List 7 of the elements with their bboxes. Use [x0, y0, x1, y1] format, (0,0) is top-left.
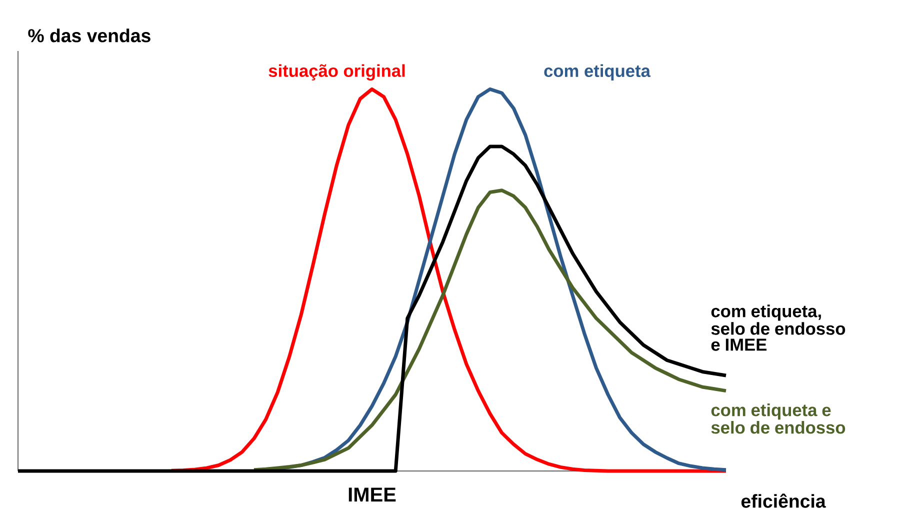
text: com etiqueta	[544, 64, 651, 80]
series-label: com etiqueta e selo de endosso	[711, 404, 846, 434]
y-axis-title: % das vendas	[28, 28, 150, 42]
series-label: com etiqueta, selo de endosso e IMEE	[711, 304, 846, 351]
x-axis-title: eficiência	[741, 494, 826, 508]
text: IMEE	[348, 488, 396, 502]
series-label: situação original	[268, 64, 405, 80]
